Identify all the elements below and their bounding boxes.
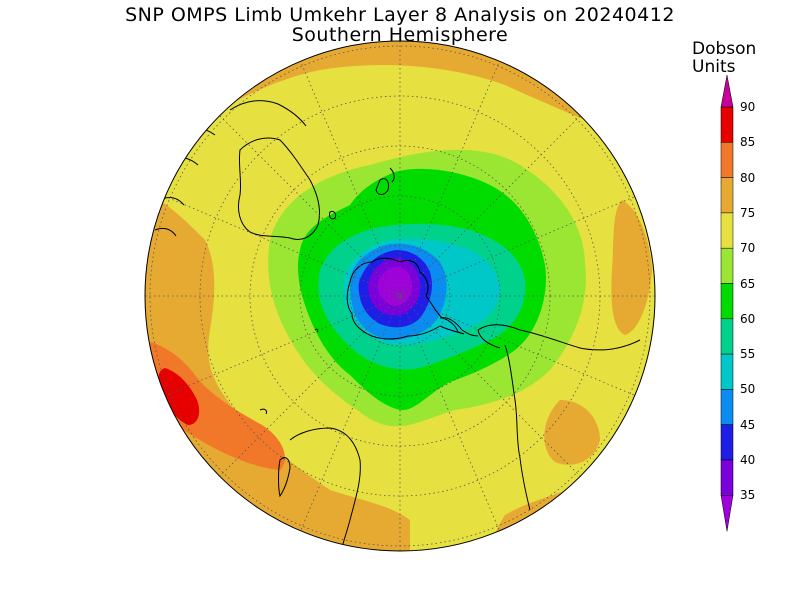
legend-tick-40: 40 — [740, 453, 756, 467]
legend-tick-50: 50 — [740, 382, 756, 397]
map-subtitle: Southern Hemisphere — [291, 24, 509, 46]
legend-tick-60: 60 — [740, 311, 756, 326]
legend-band-40-45 — [720, 424, 734, 461]
madagascar-coast — [278, 457, 291, 498]
field-darkorange-west — [145, 340, 285, 470]
legend-tick-75: 75 — [740, 205, 756, 220]
legend-band-55-60 — [720, 318, 734, 355]
legend-tick-65: 65 — [740, 276, 756, 291]
legend-band-85-90 — [720, 106, 734, 143]
legend-band-65-70 — [720, 247, 734, 284]
legend-unit-line2: Units — [692, 57, 736, 77]
legend-band-75-80 — [720, 177, 734, 214]
field-orange-east-patch — [611, 200, 652, 335]
legend-band-35-40 — [720, 459, 734, 496]
legend-tick-70: 70 — [740, 241, 756, 256]
south-america-coast — [477, 324, 641, 511]
antarctica-coast — [346, 257, 465, 340]
legend-tick-35: 35 — [740, 488, 756, 503]
map-title: SNP OMPS Limb Umkehr Layer 8 Analysis on… — [125, 4, 675, 26]
legend-low-arrow — [720, 495, 734, 532]
field-purple-core — [378, 266, 413, 306]
antarctic-peninsula — [439, 317, 479, 337]
field-orange-southeast-patch — [544, 400, 600, 465]
graticule — [145, 41, 655, 551]
legend-tick-90: 90 — [740, 100, 756, 114]
legend-band-60-65 — [720, 283, 734, 320]
legend-band-80-85 — [720, 142, 734, 178]
australia-coast — [237, 137, 321, 240]
coastlines — [154, 100, 641, 551]
islands-west — [259, 328, 319, 415]
legend-unit-line1: Dobson — [692, 39, 757, 59]
field-red-west — [158, 368, 200, 425]
new-guinea-coast — [229, 100, 307, 127]
legend-high-arrow — [720, 74, 734, 108]
legend-tick-85: 85 — [740, 135, 756, 150]
tasmania-coast — [329, 211, 337, 220]
legend-band-50-55 — [720, 353, 734, 390]
legend-tick-55: 55 — [740, 347, 756, 362]
legend-band-45-50 — [720, 389, 734, 425]
map-border — [144, 40, 656, 552]
new-zealand-coast — [375, 167, 395, 195]
legend-band-70-75 — [720, 212, 734, 249]
legend-tick-45: 45 — [740, 417, 756, 432]
africa-coast — [289, 427, 361, 551]
legend-tick-80: 80 — [740, 170, 756, 185]
